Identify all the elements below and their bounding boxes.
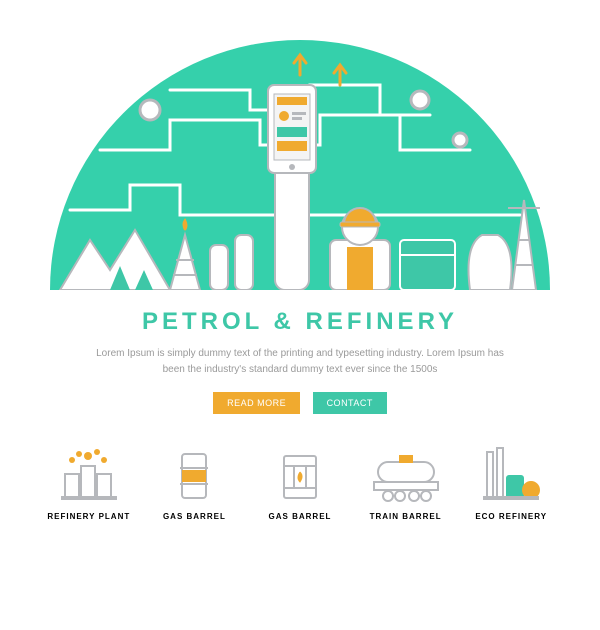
icon-row: REFINERY PLANT GAS BARREL xyxy=(36,446,564,521)
contact-button[interactable]: CONTACT xyxy=(313,392,387,414)
gas-barrel-icon xyxy=(174,446,214,502)
gas-barrel2-icon xyxy=(278,446,322,502)
icon-label: REFINERY PLANT xyxy=(47,512,130,521)
icon-label: ECO REFINERY xyxy=(475,512,547,521)
refinery-plant-icon xyxy=(59,446,119,502)
hero-illustration xyxy=(40,30,560,290)
icon-label: GAS BARREL xyxy=(269,512,332,521)
cooling-tower xyxy=(469,235,512,290)
refinery-plant-item: REFINERY PLANT xyxy=(43,446,135,521)
tank-2 xyxy=(235,235,253,290)
description-text: Lorem Ipsum is simply dummy text of the … xyxy=(85,346,515,378)
gas-barrel2-item: GAS BARREL xyxy=(254,446,346,521)
storage-tank xyxy=(400,240,455,290)
hero-svg xyxy=(40,30,560,290)
gear-1 xyxy=(140,100,160,120)
hand-phone-icon xyxy=(268,85,316,290)
tank-1 xyxy=(210,245,228,290)
gear-2 xyxy=(411,91,429,109)
icon-label: GAS BARREL xyxy=(163,512,226,521)
page-title: PETROL & REFINERY xyxy=(0,308,600,336)
train-barrel-item: TRAIN BARREL xyxy=(360,446,452,521)
icon-label: TRAIN BARREL xyxy=(370,512,442,521)
gas-barrel-item: GAS BARREL xyxy=(148,446,240,521)
flame-icon xyxy=(184,220,187,230)
train-barrel-icon xyxy=(370,452,442,502)
button-row: READ MORE CONTACT xyxy=(0,392,600,414)
eco-refinery-item: ECO REFINERY xyxy=(465,446,557,521)
eco-refinery-icon xyxy=(481,446,541,502)
read-more-button[interactable]: READ MORE xyxy=(213,392,300,414)
gear-3 xyxy=(453,133,467,147)
